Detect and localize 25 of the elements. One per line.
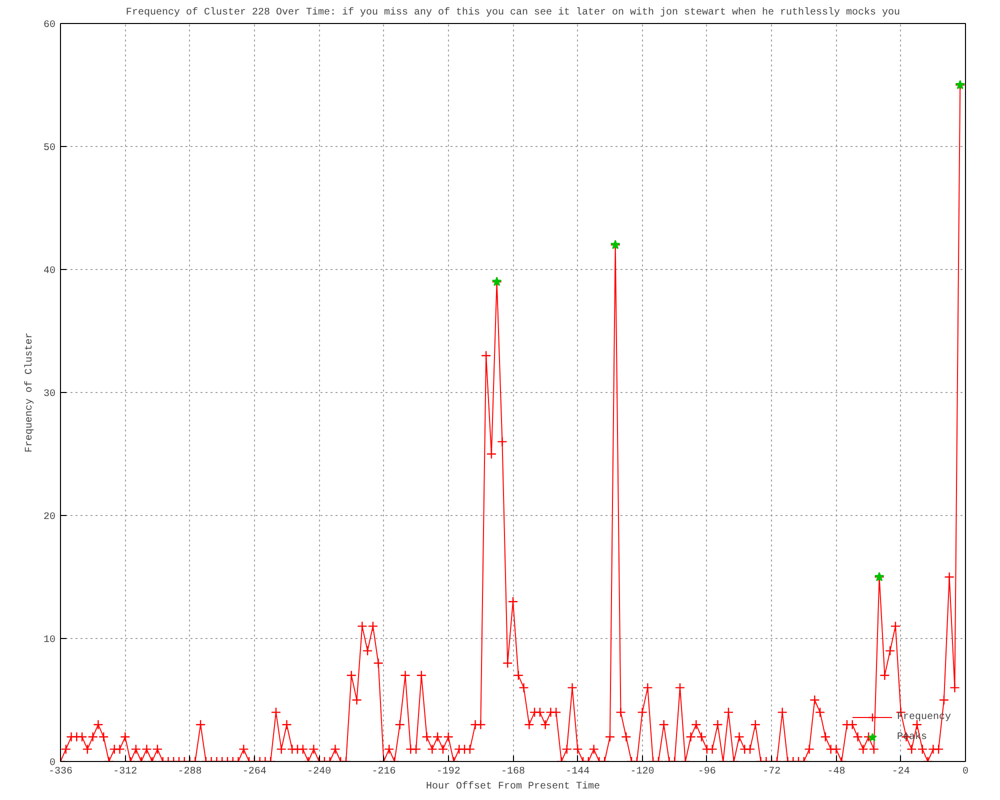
x-tick-label: -192	[436, 766, 460, 778]
x-tick-label: -264	[242, 766, 266, 778]
x-tick-label: -216	[372, 766, 396, 778]
y-axis-title: Frequency of Cluster	[24, 332, 36, 453]
x-tick-label: -312	[113, 766, 138, 778]
y-tick-label: 60	[44, 20, 56, 31]
chart-title: Frequency of Cluster 228 Over Time: if you miss any of this you can see it later on with jon stewart when he ruthlessly mocks you	[126, 6, 900, 18]
x-tick-label: -48	[827, 766, 846, 778]
x-tick-label: -24	[892, 766, 910, 778]
y-tick-label: 20	[44, 512, 56, 523]
y-tick-label: 30	[44, 389, 56, 400]
y-tick-label: 40	[44, 266, 56, 277]
x-tick-label: -72	[762, 766, 781, 778]
x-tick-label: -120	[630, 766, 654, 778]
x-tick-label: 0	[962, 766, 969, 778]
y-tick-label: 0	[50, 758, 56, 769]
x-tick-label: -168	[501, 766, 526, 778]
x-tick-label: -336	[48, 766, 73, 778]
y-tick-label: 10	[44, 635, 56, 646]
x-tick-label: -288	[178, 766, 202, 778]
x-tick-label: -144	[566, 766, 590, 778]
x-tick-label: -240	[307, 766, 332, 778]
x-tick-label: -96	[698, 766, 716, 778]
x-axis-title: Hour Offset From Present Time	[426, 780, 600, 792]
y-tick-label: 50	[44, 143, 56, 154]
